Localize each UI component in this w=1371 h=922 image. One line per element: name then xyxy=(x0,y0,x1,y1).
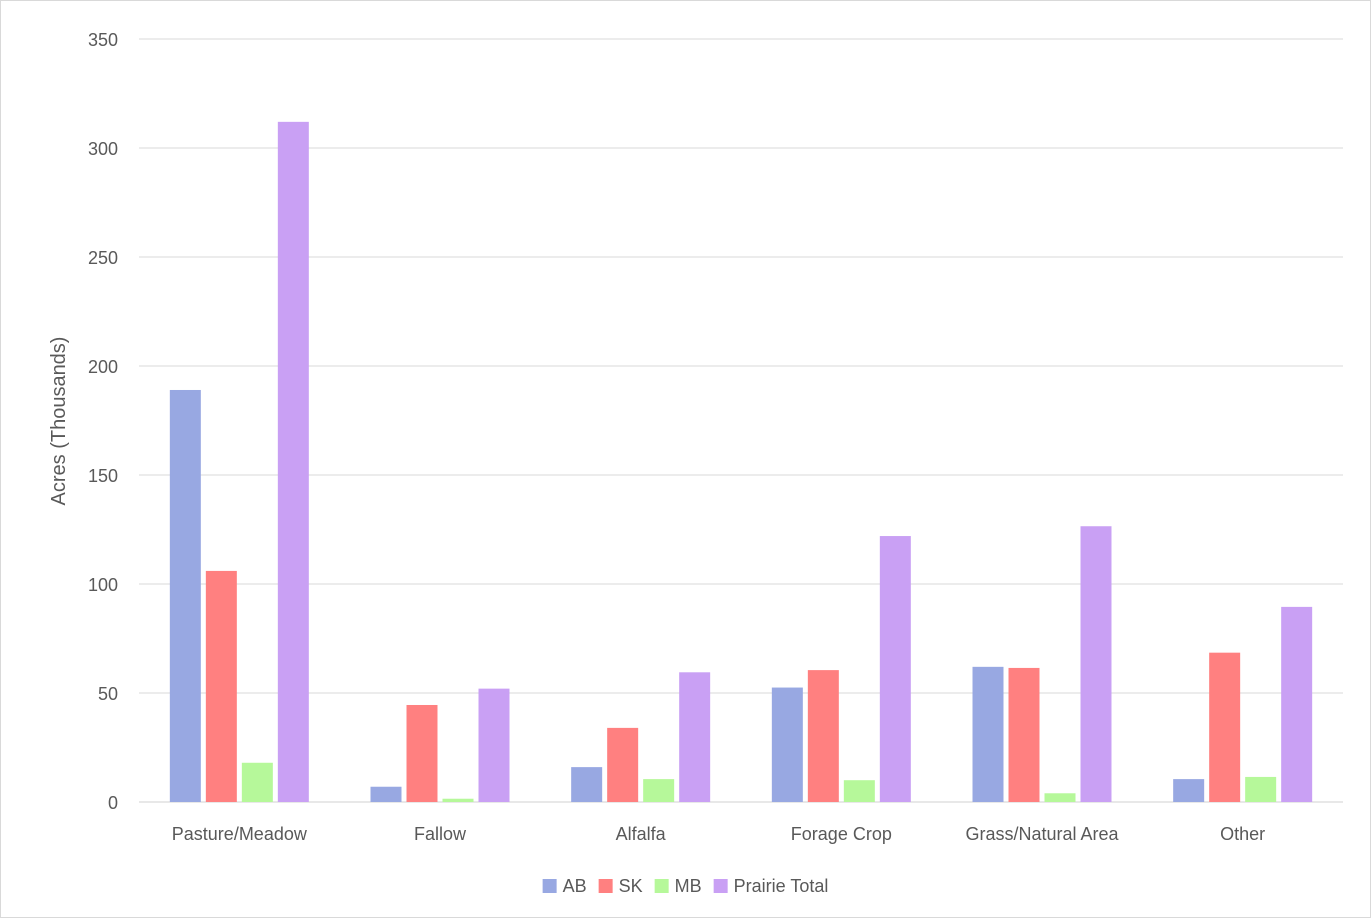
legend-item: AB xyxy=(542,876,587,896)
legend-label: SK xyxy=(619,876,643,896)
bars xyxy=(169,121,1313,803)
legend-item: SK xyxy=(598,876,643,896)
bar-ab-fallow xyxy=(370,786,402,802)
bar-mb-other xyxy=(1245,776,1277,802)
x-tick-label: Pasture/Meadow xyxy=(172,824,308,844)
x-axis-ticks: Pasture/Meadow Fallow Alfalfa Forage Crop Gr… xyxy=(172,824,1265,844)
bar-mb-alfalfa xyxy=(643,779,675,802)
y-tick-label: 50 xyxy=(98,684,118,704)
x-tick-label: Other xyxy=(1220,824,1265,844)
y-tick-label: 200 xyxy=(88,357,118,377)
x-tick-label: Fallow xyxy=(414,824,467,844)
y-tick-label: 300 xyxy=(88,139,118,159)
bar-ab-forage-crop xyxy=(771,687,803,802)
y-tick-label: 250 xyxy=(88,248,118,268)
bar-prairie-total-pasture-meadow xyxy=(277,121,309,803)
legend-swatch xyxy=(598,879,613,893)
bar-ab-alfalfa xyxy=(571,767,603,802)
bar-ab-other xyxy=(1173,779,1205,802)
bar-mb-forage-crop xyxy=(843,780,875,802)
bar-prairie-total-alfalfa xyxy=(679,672,711,802)
y-tick-label: 100 xyxy=(88,575,118,595)
bar-sk-fallow xyxy=(406,704,438,802)
legend-swatch xyxy=(713,879,728,893)
legend-swatch xyxy=(654,879,669,893)
legend-label: AB xyxy=(563,876,587,896)
y-tick-label: 0 xyxy=(108,793,118,813)
x-tick-label: Alfalfa xyxy=(616,824,667,844)
legend-label: MB xyxy=(675,876,702,896)
x-tick-label: Forage Crop xyxy=(791,824,892,844)
bar-sk-other xyxy=(1209,652,1241,802)
bar-prairie-total-fallow xyxy=(478,688,510,802)
gridlines xyxy=(139,38,1343,803)
bar-ab-grass-natural-area xyxy=(972,666,1004,802)
legend-item: MB xyxy=(654,876,702,896)
bar-sk-alfalfa xyxy=(607,727,639,802)
bar-mb-fallow xyxy=(442,798,474,802)
legend: AB SK MB Prairie Total xyxy=(542,876,829,896)
y-axis-ticks: 0 50 100 150 200 250 300 350 xyxy=(88,30,118,813)
bar-mb-grass-natural-area xyxy=(1044,793,1076,802)
bar-prairie-total-grass-natural-area xyxy=(1080,526,1112,802)
legend-label: Prairie Total xyxy=(734,876,829,896)
bar-prairie-total-forage-crop xyxy=(879,536,911,802)
bar-prairie-total-other xyxy=(1281,606,1313,802)
y-tick-label: 150 xyxy=(88,466,118,486)
bar-ab-pasture-meadow xyxy=(169,389,201,802)
bar-sk-grass-natural-area xyxy=(1008,667,1040,802)
y-tick-label: 350 xyxy=(88,30,118,50)
bar-sk-forage-crop xyxy=(807,670,839,802)
bar-mb-pasture-meadow xyxy=(241,762,273,802)
y-axis-title: Acres (Thousands) xyxy=(48,337,70,506)
legend-swatch xyxy=(542,879,557,893)
legend-item: Prairie Total xyxy=(713,876,829,896)
bar-sk-pasture-meadow xyxy=(205,570,237,802)
x-tick-label: Grass/Natural Area xyxy=(965,824,1119,844)
